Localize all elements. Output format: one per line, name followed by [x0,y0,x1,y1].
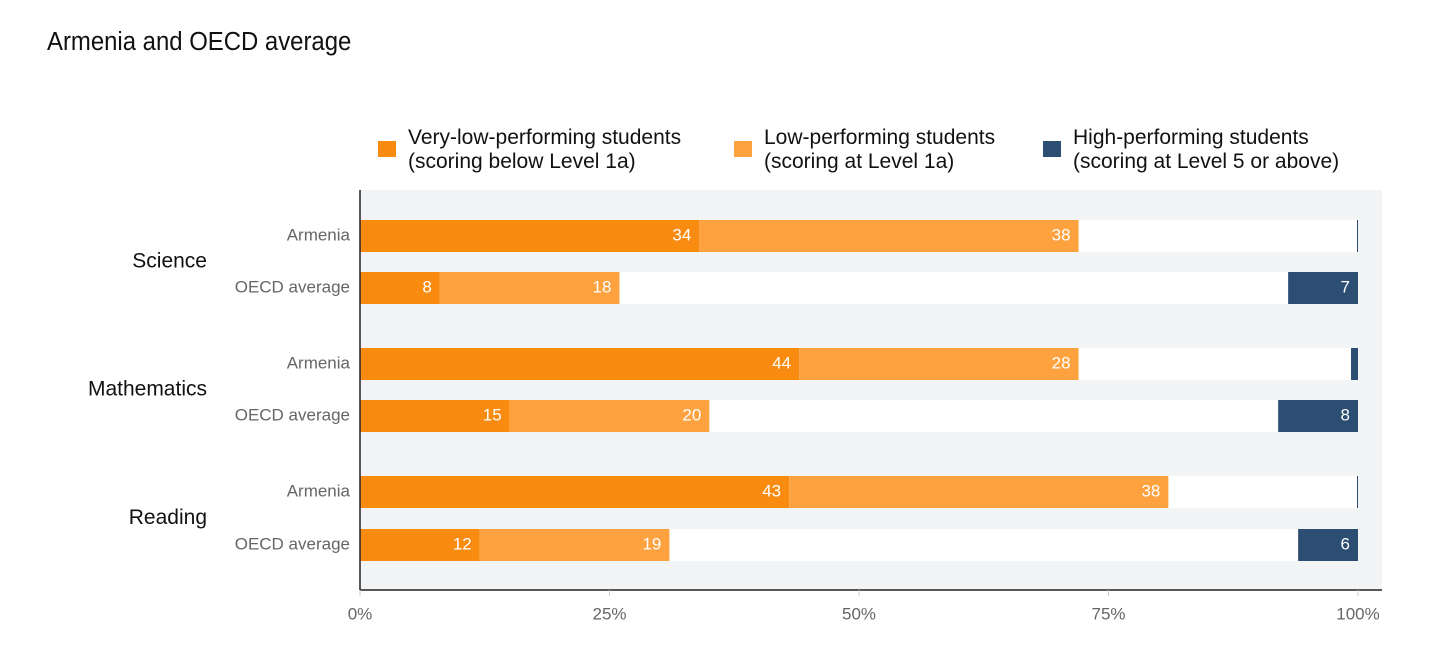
bar-segment [1278,400,1358,432]
bar-segment [360,220,700,252]
bar-segment [360,529,480,561]
legend-swatch [1043,141,1061,157]
data-label: 12 [453,534,472,553]
x-tick-label: 75% [1091,604,1125,623]
group-label: Reading [129,506,207,529]
bar-segment [509,400,710,432]
bar-segment [1357,220,1359,252]
legend-swatch [378,141,396,157]
data-label: 18 [593,277,612,296]
data-label: 6 [1341,534,1350,553]
chart-title: Armenia and OECD average [47,27,351,56]
data-label: 38 [1052,225,1071,244]
data-label: 28 [1052,353,1071,372]
category-label: Armenia [287,225,351,244]
x-tick-label: 50% [842,604,876,623]
x-tick-label: 100% [1336,604,1379,623]
data-label: 8 [1341,405,1350,424]
bar-segment [1357,476,1359,508]
data-label: 38 [1141,481,1160,500]
bar-segment [360,400,510,432]
bar-segment [479,529,670,561]
x-tick-label: 0% [348,604,373,623]
data-label: 7 [1341,277,1350,296]
data-label: 34 [672,225,691,244]
bar-segment [789,476,1169,508]
x-tick-label: 25% [592,604,626,623]
data-label: 44 [772,353,791,372]
data-label: 20 [682,405,701,424]
data-label: 8 [422,277,431,296]
category-label: Armenia [287,353,351,372]
group-label: Science [132,250,207,273]
group-label: Mathematics [88,378,207,401]
bar-segment [360,476,790,508]
category-label: OECD average [235,534,350,553]
legend-swatch [734,141,752,157]
bar-segment [360,348,800,380]
category-label: OECD average [235,405,350,424]
bar-segment [699,220,1079,252]
legend-label: Very-low-performing students (scoring bel… [408,126,681,173]
category-label: Armenia [287,481,351,500]
legend-label: High-performing students (scoring at Leve… [1073,126,1339,173]
bar-segment [1288,272,1358,304]
category-label: OECD average [235,277,350,296]
data-label: 43 [762,481,781,500]
bar-segment [439,272,620,304]
legend-label: Low-performing students (scoring at Level… [764,126,995,173]
bar-segment [1298,529,1358,561]
plot-area [360,190,1382,590]
bar-segment [360,272,440,304]
data-label: 19 [642,534,661,553]
bar-segment [799,348,1079,380]
data-label: 15 [483,405,502,424]
bar-segment [1351,348,1358,380]
